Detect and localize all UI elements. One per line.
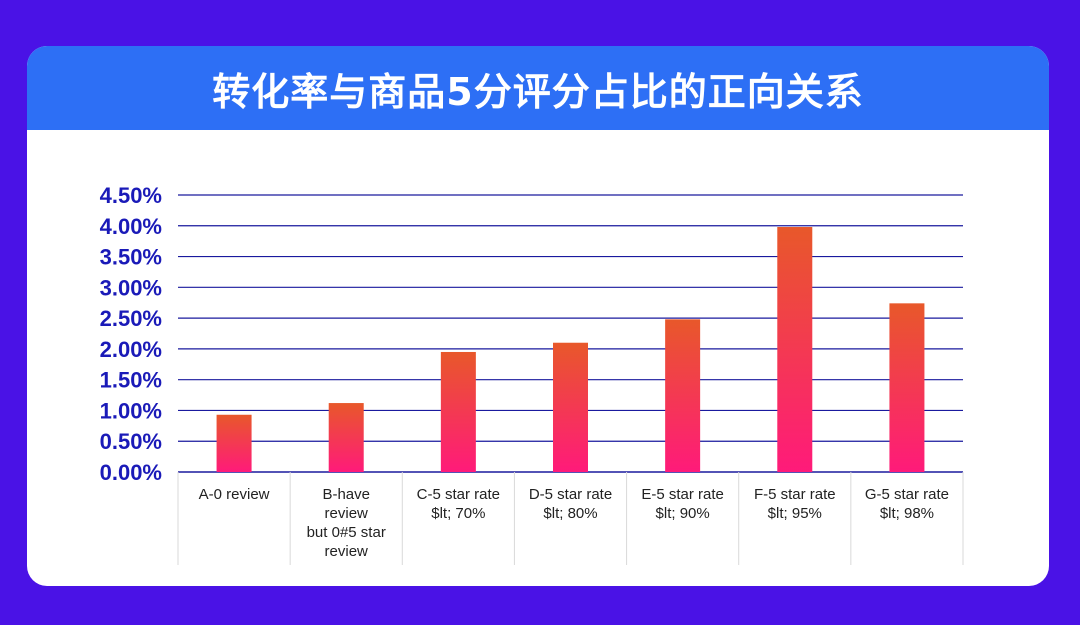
- y-tick-label: 0.50%: [100, 429, 162, 454]
- bar: [440, 351, 476, 472]
- x-category-label: A-0 review: [199, 486, 270, 503]
- bar: [216, 414, 252, 472]
- x-category-label: E-5 star rate $lt; 90%: [641, 486, 724, 522]
- y-tick-label: 3.50%: [100, 245, 162, 270]
- x-category-label: G-5 star rate $lt; 98%: [865, 486, 949, 522]
- x-category-label: B-have review but 0#5 star review: [307, 486, 386, 560]
- x-category-label: F-5 star rate $lt; 95%: [754, 486, 836, 522]
- bar: [889, 303, 925, 472]
- bar: [553, 342, 588, 472]
- x-category-label: C-5 star rate $lt; 70%: [417, 486, 500, 522]
- bar: [665, 319, 701, 472]
- y-tick-label: 0.00%: [100, 460, 162, 485]
- y-tick-label: 4.00%: [100, 214, 162, 239]
- y-tick-label: 2.00%: [100, 337, 162, 362]
- y-tick-label: 1.00%: [100, 398, 162, 423]
- bar: [777, 227, 813, 472]
- chart-title: 转化率与商品5分评分占比的正向关系: [212, 69, 864, 114]
- y-tick-label: 3.00%: [100, 275, 162, 300]
- x-category-label: D-5 star rate $lt; 80%: [529, 486, 612, 522]
- y-tick-label: 1.50%: [100, 368, 162, 393]
- bar: [328, 403, 364, 472]
- chart-card: 转化率与商品5分评分占比的正向关系: [27, 46, 1049, 586]
- y-tick-label: 2.50%: [100, 306, 162, 331]
- y-tick-label: 4.50%: [100, 183, 162, 208]
- chart-header: 转化率与商品5分评分占比的正向关系: [27, 46, 1049, 130]
